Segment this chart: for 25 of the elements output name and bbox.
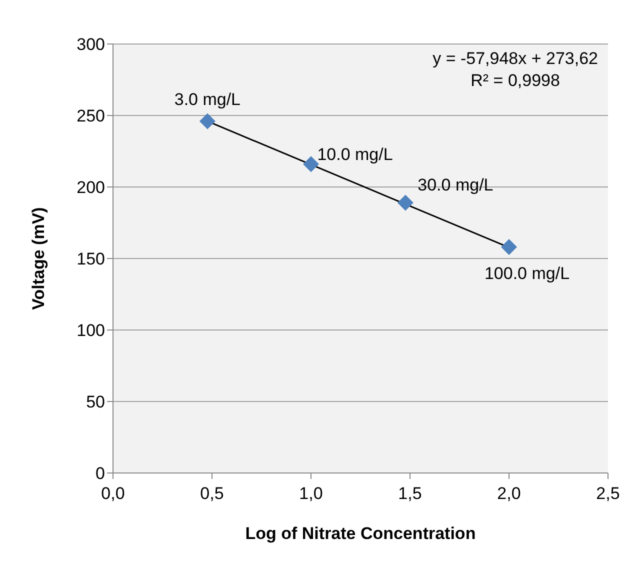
y-tick-label: 150 <box>76 250 105 269</box>
y-tick-label: 0 <box>96 464 105 484</box>
y-tick-label: 250 <box>76 106 105 126</box>
x-tick-label: 0,5 <box>200 484 224 504</box>
y-tick-label: 300 <box>76 35 105 54</box>
annotation: y = -57,948x + 273,62 <box>432 48 598 70</box>
y-tick-label: 100 <box>76 321 105 340</box>
annotation: 30.0 mg/L <box>418 176 494 195</box>
x-axis-title: Log of Nitrate Concentration <box>245 524 476 543</box>
x-tick-label: 1,5 <box>398 484 422 504</box>
annotation: 10.0 mg/L <box>317 145 393 164</box>
x-tick-label: 0,0 <box>101 484 125 504</box>
y-tick-label: 50 <box>86 392 105 412</box>
point <box>397 194 414 211</box>
x-tick-label: 1,0 <box>299 484 323 504</box>
point <box>199 113 216 130</box>
x-tick-label: 2,0 <box>497 484 521 504</box>
point <box>501 239 517 256</box>
point <box>303 156 319 172</box>
annotation: 3.0 mg/L <box>174 90 241 110</box>
y-axis-title: Voltage (mV) <box>29 207 48 310</box>
x-tick-label: 2,5 <box>596 484 620 504</box>
annotation: 100.0 mg/L <box>484 264 570 284</box>
y-tick-label: 200 <box>76 178 105 198</box>
annotation: R² = 0,9998 <box>470 70 561 92</box>
